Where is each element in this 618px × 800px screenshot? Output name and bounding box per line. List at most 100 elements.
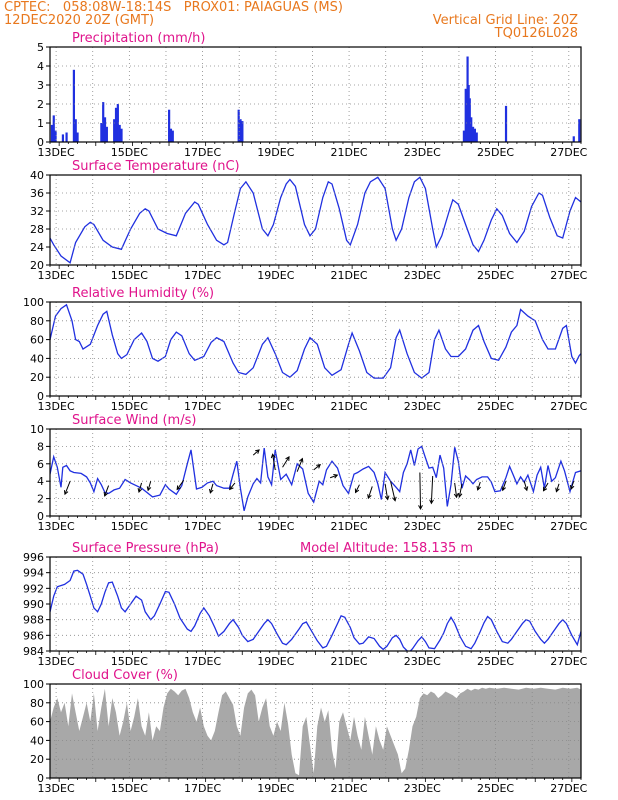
wind-arrowhead xyxy=(255,449,260,454)
wind-arrow xyxy=(502,481,507,491)
x-tick-label: 15DEC xyxy=(111,520,148,533)
y-tick-label: 994 xyxy=(23,567,44,580)
precip-bar xyxy=(468,98,471,142)
x-tick-label: 13DEC xyxy=(38,400,75,413)
x-tick-label: 25DEC xyxy=(477,146,514,159)
wind-arrowhead xyxy=(270,453,276,459)
wind-arrowhead xyxy=(392,496,397,502)
x-tick-label: 19DEC xyxy=(257,400,294,413)
x-tick-label: 13DEC xyxy=(38,782,75,795)
wind-arrowhead xyxy=(367,494,372,500)
wind-arrowhead xyxy=(285,455,290,461)
precip-bar xyxy=(114,107,118,142)
x-tick-label: 19DEC xyxy=(257,655,294,668)
y-tick-label: 8 xyxy=(37,440,44,453)
wind-arrowhead xyxy=(555,487,560,493)
precip-bar xyxy=(475,132,478,142)
x-tick-label: 15DEC xyxy=(111,400,148,413)
x-tick-label: 17DEC xyxy=(184,782,221,795)
precip-bar xyxy=(54,130,57,142)
precip-bar xyxy=(470,117,473,142)
wind-arrow xyxy=(523,481,528,491)
wind-arrow xyxy=(329,474,338,479)
x-tick-label: 17DEC xyxy=(184,146,221,159)
wind-arrowhead xyxy=(229,485,234,491)
panel-title: Precipitation (mm/h) xyxy=(72,31,205,46)
y-tick-label: 0 xyxy=(37,510,44,523)
y-tick-label: 20 xyxy=(30,753,44,766)
x-tick-label: 17DEC xyxy=(184,520,221,533)
series-line xyxy=(50,176,581,264)
y-tick-label: 10 xyxy=(30,423,44,436)
panel-title: Surface Temperature (nC) xyxy=(72,159,240,174)
precip-bar xyxy=(52,115,55,142)
precip-bar xyxy=(105,126,108,142)
precip-bar xyxy=(464,88,467,142)
y-tick-label: 20 xyxy=(30,371,44,384)
wind-arrowhead xyxy=(384,495,390,501)
y-tick-label: 80 xyxy=(30,315,44,328)
y-tick-label: 40 xyxy=(30,734,44,747)
x-tick-label: 21DEC xyxy=(331,655,368,668)
wind-arrow xyxy=(477,481,481,491)
wind-arrowhead xyxy=(354,488,360,494)
y-tick-label: 100 xyxy=(23,678,44,691)
x-tick-label: 25DEC xyxy=(477,269,514,282)
x-tick-label: 23DEC xyxy=(404,782,441,795)
wind-arrowhead xyxy=(146,486,152,492)
y-tick-label: 996 xyxy=(23,551,44,564)
y-tick-label: 984 xyxy=(23,645,44,658)
wind-arrowhead xyxy=(501,486,506,492)
x-tick-label: 13DEC xyxy=(38,146,75,159)
y-tick-label: 80 xyxy=(30,697,44,710)
precip-bar xyxy=(237,109,240,142)
header-grid-line: Vertical Grid Line: 20Z xyxy=(432,13,578,28)
y-tick-label: 24 xyxy=(30,241,44,254)
x-tick-label: 19DEC xyxy=(257,782,294,795)
x-tick-label: 21DEC xyxy=(331,269,368,282)
precip-bar xyxy=(103,117,107,142)
x-tick-label: 19DEC xyxy=(257,520,294,533)
precip-bar xyxy=(572,136,575,142)
wind-arrowhead xyxy=(63,490,69,496)
precip-bar xyxy=(504,105,508,142)
y-tick-label: 6 xyxy=(37,458,44,471)
y-tick-label: 3 xyxy=(37,79,44,92)
series-line xyxy=(50,303,581,379)
wind-arrow xyxy=(355,484,360,493)
precip-bar xyxy=(120,128,123,142)
wind-arrow xyxy=(430,475,434,504)
x-tick-label: 15DEC xyxy=(111,782,148,795)
x-tick-label: 25DEC xyxy=(477,400,514,413)
wind-arrow xyxy=(282,456,290,468)
y-tick-label: 0 xyxy=(37,772,44,785)
y-tick-label: 40 xyxy=(30,352,44,365)
y-tick-label: 986 xyxy=(23,629,44,642)
wind-arrow xyxy=(252,449,260,456)
wind-arrowhead xyxy=(457,492,463,498)
precip-bar xyxy=(171,130,174,142)
precip-bar xyxy=(118,124,121,142)
wind-arrowhead xyxy=(176,485,181,491)
x-tick-label: 17DEC xyxy=(184,400,221,413)
wind-arrow xyxy=(147,481,152,491)
wind-arrow xyxy=(272,454,276,470)
x-tick-label: 23DEC xyxy=(404,655,441,668)
x-tick-label: 17DEC xyxy=(184,269,221,282)
wind-arrowhead xyxy=(316,464,321,469)
y-tick-label: 60 xyxy=(30,716,44,729)
precip-bar xyxy=(65,132,68,142)
wind-arrow xyxy=(176,480,185,490)
precip-bar xyxy=(113,119,116,142)
panel-title: Surface Pressure (hPa) xyxy=(72,541,219,556)
header-line1: CPTEC: 058:08W-18:14S PROX01: PAIAGUAS (… xyxy=(4,0,343,15)
wind-arrow xyxy=(367,486,373,499)
precip-bar xyxy=(471,126,475,142)
y-tick-label: 4 xyxy=(37,475,44,488)
x-tick-label: 23DEC xyxy=(404,146,441,159)
wind-arrowhead xyxy=(333,474,339,479)
x-tick-label: 15DEC xyxy=(111,655,148,668)
wind-arrow xyxy=(296,458,303,472)
x-tick-label: 13DEC xyxy=(38,269,75,282)
